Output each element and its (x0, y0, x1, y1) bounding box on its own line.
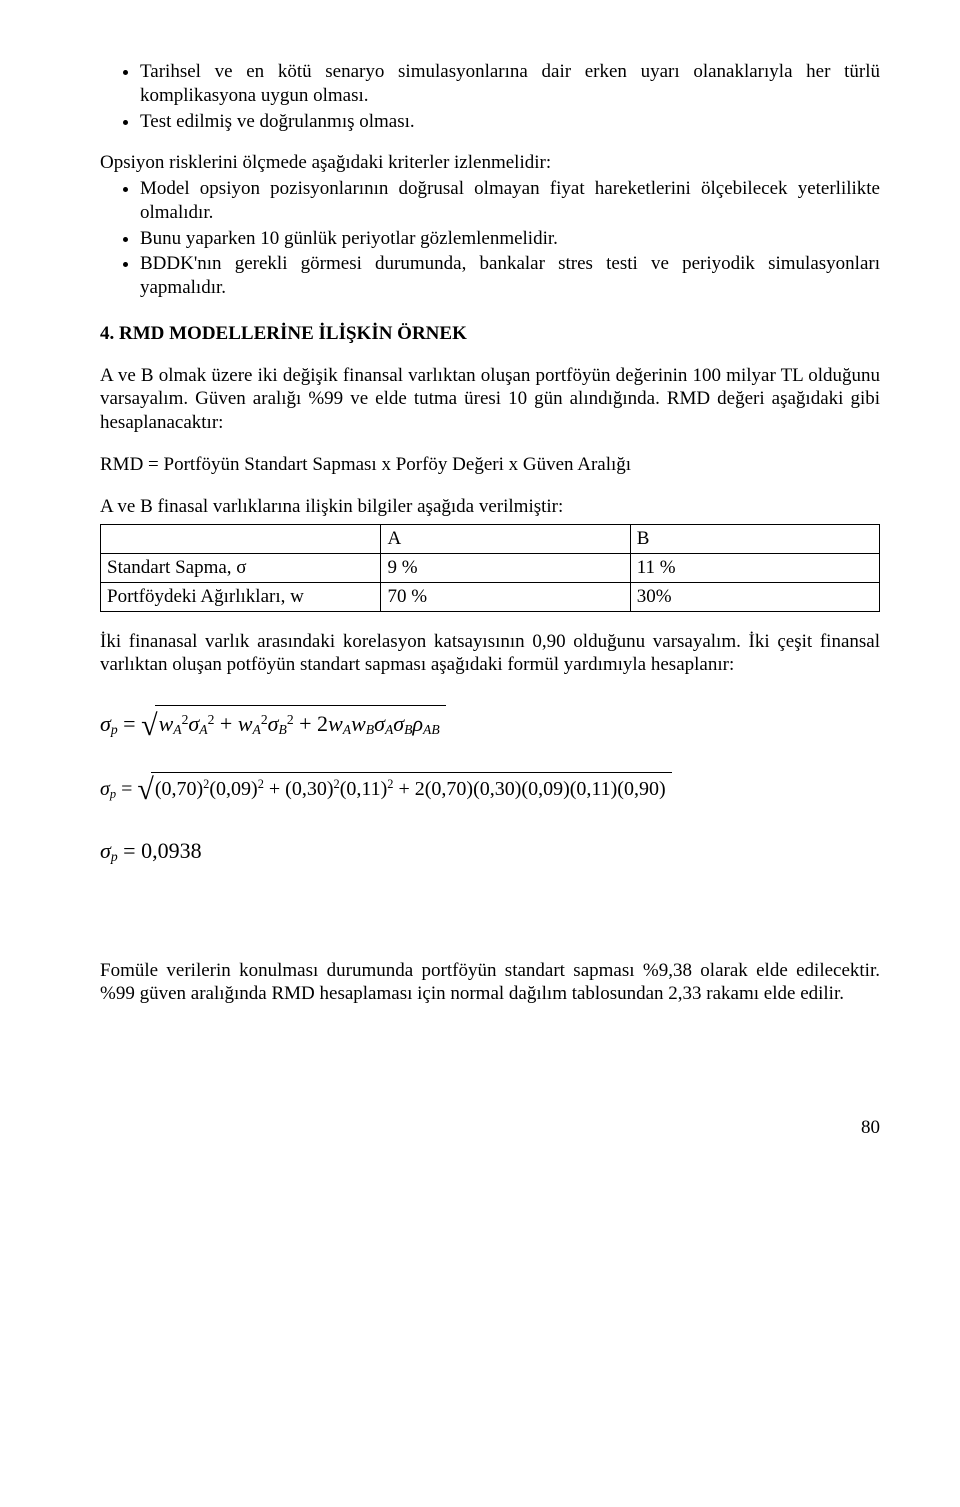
formula-sigma-p-result: σp = 0,0938 (100, 837, 880, 865)
bullet-list-top: Tarihsel ve en kötü senaryo simulasyonla… (100, 60, 880, 133)
table-cell: 11 % (630, 554, 879, 583)
paragraph-3: Fomüle verilerin konulması durumunda por… (100, 959, 880, 1007)
table-cell: Portföydeki Ağırlıkları, w (101, 582, 381, 611)
table-cell: A (381, 525, 630, 554)
bullet-item: Bunu yaparken 10 günlük periyotlar gözle… (140, 227, 880, 251)
section-heading: 4. RMD MODELLERİNE İLİŞKİN ÖRNEK (100, 322, 880, 346)
formula-sigma-p-numeric: σp = √ (0,70)2(0,09)2 + (0,30)2(0,11)2 +… (100, 772, 880, 803)
table-cell: Standart Sapma, σ (101, 554, 381, 583)
bullet-list-sub: Model opsiyon pozisyonlarının doğrusal o… (100, 177, 880, 300)
table-row: Portföydeki Ağırlıkları, w 70 % 30% (101, 582, 880, 611)
assets-table: A B Standart Sapma, σ 9 % 11 % Portföyde… (100, 524, 880, 611)
table-cell: B (630, 525, 879, 554)
table-cell: 9 % (381, 554, 630, 583)
table-cell: 70 % (381, 582, 630, 611)
sub-intro-text: Opsiyon risklerini ölçmede aşağıdaki kri… (100, 151, 880, 175)
formula-sigma-p-def: σp = √ wA2σA2 + wA2σB2 + 2wAwBσAσBρAB (100, 705, 880, 738)
table-cell: 30% (630, 582, 879, 611)
bullet-item: Tarihsel ve en kötü senaryo simulasyonla… (140, 60, 880, 108)
rmd-equation-text: RMD = Portföyün Standart Sapması x Porfö… (100, 453, 880, 477)
table-row: Standart Sapma, σ 9 % 11 % (101, 554, 880, 583)
paragraph-1: A ve B olmak üzere iki değişik finansal … (100, 364, 880, 435)
bullet-item: Test edilmiş ve doğrulanmış olması. (140, 110, 880, 134)
bullet-item: BDDK'nın gerekli görmesi durumunda, bank… (140, 252, 880, 300)
bullet-item: Model opsiyon pozisyonlarının doğrusal o… (140, 177, 880, 225)
table-caption: A ve B finasal varlıklarına ilişkin bilg… (100, 495, 880, 519)
table-cell (101, 525, 381, 554)
paragraph-2: İki finanasal varlık arasındaki korelasy… (100, 630, 880, 678)
table-row: A B (101, 525, 880, 554)
page-number: 80 (100, 1116, 880, 1140)
